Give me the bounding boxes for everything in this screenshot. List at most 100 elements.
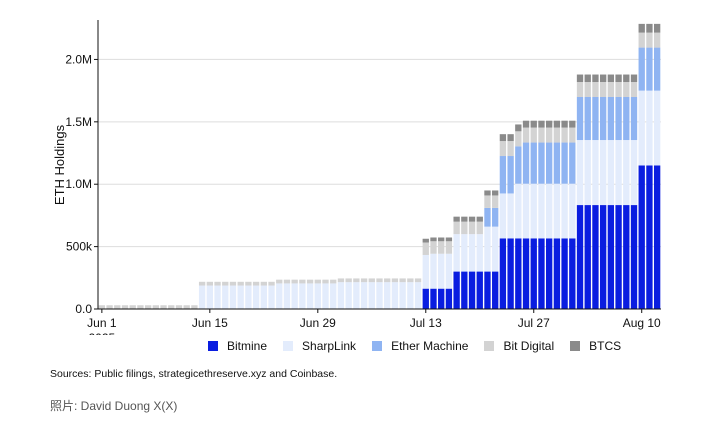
bar-segment-btcs bbox=[499, 134, 507, 142]
bar-segment-sharplink bbox=[623, 140, 630, 206]
bar-segment-sharplink bbox=[283, 283, 291, 309]
bar-segment-bitmine bbox=[623, 205, 630, 309]
bar-segment-bit-digital bbox=[314, 279, 321, 284]
bar-segment-bit-digital bbox=[337, 278, 345, 283]
bar-segment-ether-machine bbox=[646, 47, 653, 91]
bar-segment-bit-digital bbox=[530, 127, 537, 143]
bar-segment-bitmine bbox=[438, 288, 445, 309]
bar-segment-bit-digital bbox=[160, 305, 167, 309]
bar-segment-bit-digital bbox=[438, 241, 445, 254]
bar-segment-bit-digital bbox=[283, 279, 291, 284]
bar-segment-bit-digital bbox=[569, 127, 576, 143]
bar-segment-ether-machine bbox=[484, 207, 491, 227]
bar-segment-bit-digital bbox=[399, 278, 406, 283]
bar-segment-sharplink bbox=[414, 282, 422, 309]
bar-segment-btcs bbox=[468, 216, 476, 222]
bar-segment-bit-digital bbox=[106, 305, 113, 309]
bar-segment-ether-machine bbox=[553, 142, 561, 184]
bar-segment-bitmine bbox=[499, 238, 507, 309]
legend-item-sharplink: SharpLink bbox=[283, 339, 356, 353]
bar-segment-btcs bbox=[484, 190, 491, 196]
bar-segment-ether-machine bbox=[492, 207, 499, 227]
bar-segment-btcs bbox=[561, 120, 568, 128]
bar-segment-bitmine bbox=[561, 238, 568, 309]
legend-swatch bbox=[372, 341, 383, 351]
bar-segment-sharplink bbox=[484, 226, 491, 272]
bar-segment-bit-digital bbox=[152, 305, 160, 309]
bar-segment-bit-digital bbox=[260, 281, 267, 286]
axes: 0.0 500k 1.0M 1.5M 2.0M Jun 12025 Jun 15 Jun 29… bbox=[65, 20, 661, 335]
bar-segment-sharplink bbox=[430, 253, 437, 289]
bar-segment-btcs bbox=[623, 74, 630, 83]
bar-segment-sharplink bbox=[592, 140, 599, 206]
stacked-bar-chart: 0.0 500k 1.0M 1.5M 2.0M Jun 12025 Jun 15 Jun 29… bbox=[52, 20, 661, 335]
bar-segment-sharplink bbox=[530, 183, 537, 239]
bar-segment-sharplink bbox=[653, 90, 661, 166]
bar-segment-bit-digital bbox=[222, 281, 229, 286]
bar-segment-btcs bbox=[569, 120, 576, 128]
bar-segment-sharplink bbox=[368, 282, 375, 309]
bar-segment-sharplink bbox=[584, 140, 591, 206]
bar-segment-bitmine bbox=[646, 165, 653, 309]
y-tick-label: 500k bbox=[66, 240, 93, 254]
bar-segment-ether-machine bbox=[615, 96, 622, 141]
bar-segment-sharplink bbox=[198, 285, 206, 309]
bar-segment-bitmine bbox=[484, 271, 491, 309]
bar-segment-ether-machine bbox=[499, 156, 507, 194]
bar-segment-sharplink bbox=[206, 285, 213, 309]
bar-segment-btcs bbox=[607, 74, 615, 83]
bar-segment-sharplink bbox=[569, 183, 576, 239]
bar-segment-bit-digital bbox=[360, 278, 368, 283]
bar-segment-bit-digital bbox=[599, 82, 607, 97]
bar-segment-bit-digital bbox=[252, 281, 260, 286]
bar-segment-bit-digital bbox=[468, 221, 476, 235]
bar-segment-ether-machine bbox=[653, 47, 661, 91]
bar-segment-ether-machine bbox=[569, 142, 576, 184]
bar-segment-sharplink bbox=[306, 283, 314, 309]
bar-segment-bitmine bbox=[592, 205, 599, 309]
bar-segment-sharplink bbox=[252, 285, 260, 309]
x-tick-label: Jun 1 bbox=[87, 316, 117, 330]
bar-segment-btcs bbox=[592, 74, 599, 83]
bar-segment-bitmine bbox=[530, 238, 537, 309]
bar-segment-bit-digital bbox=[391, 278, 399, 283]
bar-segment-bit-digital bbox=[384, 278, 391, 283]
bar-segment-bit-digital bbox=[507, 141, 514, 157]
bar-segment-bitmine bbox=[492, 271, 499, 309]
bar-segment-sharplink bbox=[222, 285, 229, 309]
bar-segment-sharplink bbox=[546, 183, 553, 239]
bar-segment-btcs bbox=[576, 74, 584, 83]
bar-segment-sharplink bbox=[561, 183, 568, 239]
bar-segment-sharplink bbox=[330, 283, 337, 309]
legend: Bitmine SharpLink Ether Machine Bit Digital… bbox=[208, 339, 637, 353]
photo-credit: 照片: David Duong X(X) bbox=[50, 399, 178, 413]
bar-segment-ether-machine bbox=[546, 142, 553, 184]
bar-segment-btcs bbox=[630, 74, 638, 83]
bar-segment-sharplink bbox=[492, 226, 499, 272]
bar-segment-bitmine bbox=[653, 165, 661, 309]
bar-segment-btcs bbox=[461, 216, 468, 222]
bar-segment-bit-digital bbox=[653, 32, 661, 48]
bar-segment-btcs bbox=[422, 238, 429, 243]
bar-segment-bitmine bbox=[430, 288, 437, 309]
bar-segment-sharplink bbox=[360, 282, 368, 309]
bar-segment-bitmine bbox=[538, 238, 545, 309]
bar-segment-sharplink bbox=[399, 282, 406, 309]
bar-segment-bitmine bbox=[461, 271, 468, 309]
bar-segment-bit-digital bbox=[206, 281, 213, 286]
legend-item-bitmine: Bitmine bbox=[208, 339, 267, 353]
bar-segment-bit-digital bbox=[144, 305, 152, 309]
bar-segment-sharplink bbox=[391, 282, 399, 309]
bar-segment-btcs bbox=[522, 120, 530, 128]
x-tick-label: Jun 15 bbox=[192, 316, 228, 330]
bar-segment-ether-machine bbox=[638, 47, 645, 91]
bar-segment-bit-digital bbox=[630, 82, 638, 97]
legend-swatch bbox=[570, 341, 581, 351]
bar-segment-bit-digital bbox=[561, 127, 568, 143]
bar-segment-ether-machine bbox=[538, 142, 545, 184]
bar-segment-sharplink bbox=[499, 193, 507, 239]
bar-segment-sharplink bbox=[576, 140, 584, 206]
bar-segment-bit-digital bbox=[322, 279, 329, 284]
bar-segment-bit-digital bbox=[175, 305, 183, 309]
bar-segment-bitmine bbox=[507, 238, 514, 309]
